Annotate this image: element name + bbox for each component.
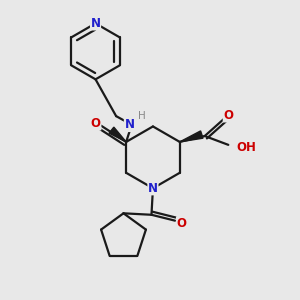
Text: O: O [223, 109, 233, 122]
Text: H: H [138, 110, 146, 121]
Text: OH: OH [236, 141, 256, 154]
Text: O: O [91, 117, 101, 130]
Text: O: O [176, 217, 187, 230]
Polygon shape [180, 131, 203, 142]
Text: N: N [91, 17, 100, 30]
Polygon shape [109, 127, 126, 142]
Text: N: N [148, 182, 158, 195]
Text: N: N [124, 118, 134, 131]
